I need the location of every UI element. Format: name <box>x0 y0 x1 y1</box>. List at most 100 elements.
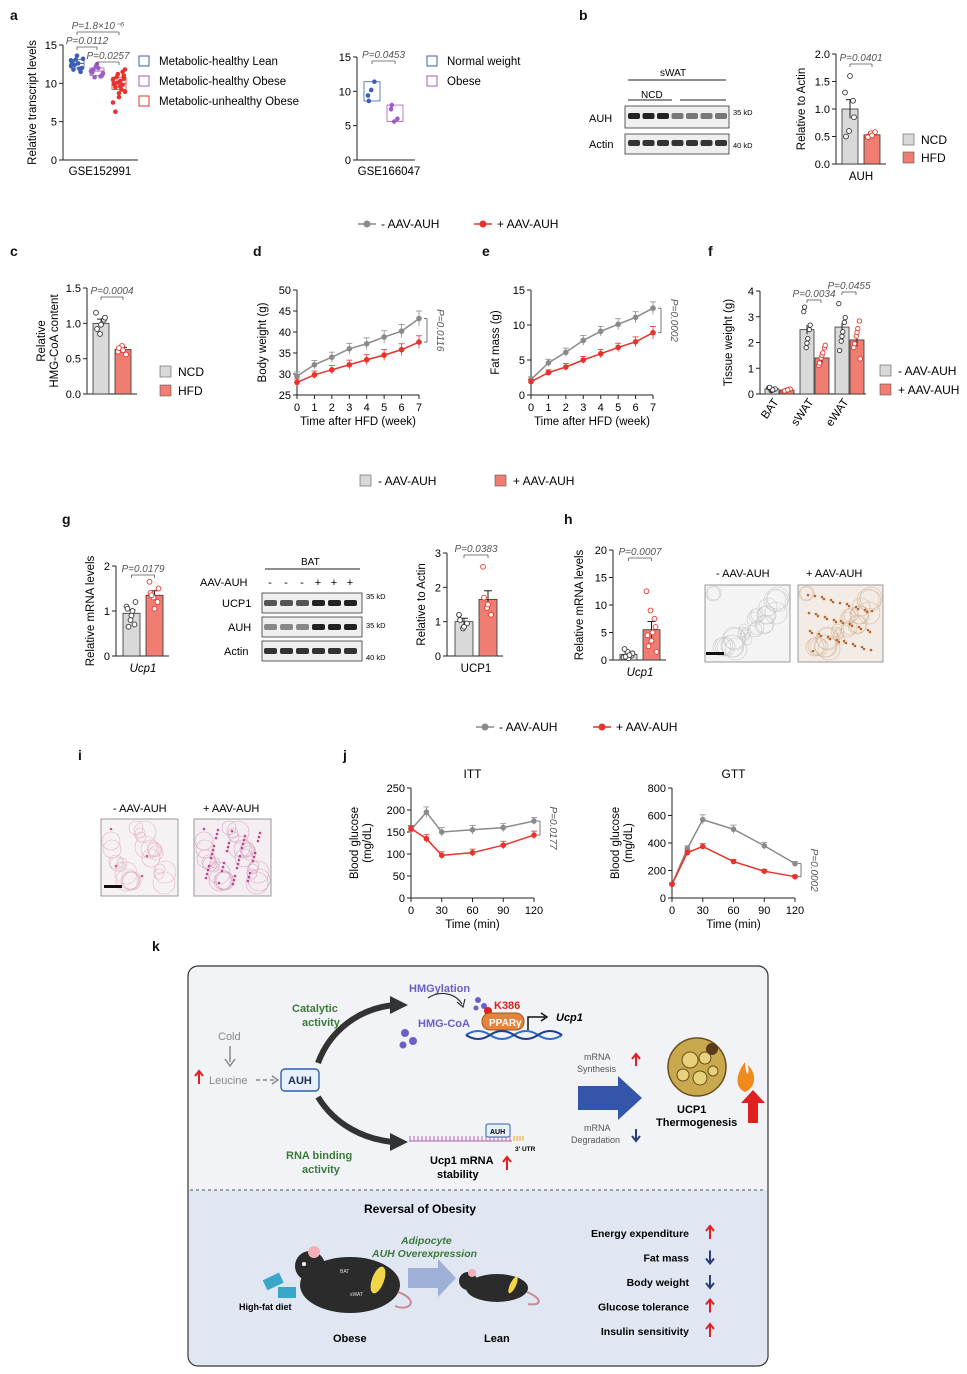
data-point <box>456 611 462 618</box>
stain-dot <box>236 862 240 866</box>
cell-outline <box>723 627 747 651</box>
blot-band <box>628 140 640 146</box>
y-tick-label: 600 <box>648 811 666 823</box>
data-point <box>408 825 414 832</box>
cell-outline <box>746 611 762 627</box>
bar-legend-minus-label: - AAV-AUH <box>378 474 436 488</box>
sch-cold: Cold <box>218 1031 241 1043</box>
stain-dot <box>235 866 239 870</box>
p-value-label: P=0.0455 <box>827 281 871 292</box>
y-tick-label: 0 <box>748 389 754 401</box>
y-tick-label: 0.0 <box>66 389 81 401</box>
cell-outline <box>196 849 216 869</box>
x-tick-label: 0 <box>528 402 534 414</box>
data-point <box>621 646 628 652</box>
stain-dot <box>862 647 866 651</box>
blot-band <box>328 648 341 654</box>
y-tick-label: 200 <box>387 805 405 817</box>
data-point <box>423 809 430 815</box>
stain-dot <box>825 617 829 621</box>
y-tick-label: 1.0 <box>815 104 830 116</box>
stain-dot <box>230 829 234 833</box>
blot-g-treat-label: AAV-AUH <box>200 577 248 589</box>
stain-dot <box>240 846 244 850</box>
data-point <box>563 364 569 370</box>
panel-letter-k: k <box>152 938 160 954</box>
y-axis-label: Blood glucose <box>610 807 622 879</box>
blot-band <box>686 113 698 119</box>
image-h-minus-label: - AAV-AUH <box>716 568 770 580</box>
panel-letter-g: g <box>62 511 71 527</box>
chart-c: 0.0 0.5 1.0 1.5 Relative HMG-CoA content P=0.0… <box>36 283 137 401</box>
flame-icon <box>737 1062 755 1092</box>
stain-dot <box>221 865 225 869</box>
data-point <box>836 300 842 307</box>
blot-band <box>280 648 293 654</box>
blot-band <box>671 113 684 119</box>
x-axis-label: GSE152991 <box>69 166 132 178</box>
sch-hmgcoa: HMG-CoA <box>418 1018 470 1030</box>
blot-g-sign: + <box>315 577 321 589</box>
sch-catalytic-1: Catalytic <box>292 1003 338 1015</box>
data-point <box>148 592 155 599</box>
box <box>363 81 381 102</box>
data-point <box>597 328 604 335</box>
y-tick-label: 20 <box>595 545 607 557</box>
data-point <box>461 623 467 630</box>
data-point <box>840 329 846 335</box>
data-point <box>128 612 135 619</box>
cell-outline <box>858 589 882 613</box>
stain-dot <box>238 854 242 858</box>
x-tick-label: 120 <box>525 905 543 917</box>
stain-dot <box>806 593 810 597</box>
sch-mrna-stab-2: stability <box>437 1169 479 1181</box>
sch-catalytic-2: activity <box>302 1017 341 1029</box>
x-axis-label: AUH <box>849 171 873 183</box>
data-point <box>528 378 534 385</box>
data-point <box>684 849 691 856</box>
blot-b-kd-1: 35 kD <box>733 108 753 117</box>
food-icon <box>262 1272 296 1298</box>
blot-b-row-actin: Actin <box>589 139 613 151</box>
data-point <box>488 611 494 618</box>
data-point <box>75 61 81 66</box>
data-point <box>846 128 852 134</box>
outcome-label: Insulin sensitivity <box>601 1326 689 1338</box>
y-tick-label: 0 <box>519 390 525 402</box>
series-line <box>296 341 420 384</box>
x-axis-label: Time after HFD (week) <box>534 416 650 428</box>
y-tick-label: 0 <box>399 893 405 905</box>
p-value-label: P=0.0177 <box>547 806 558 850</box>
data-point <box>851 114 857 121</box>
data-point <box>91 67 96 72</box>
cell-outline <box>763 588 787 612</box>
data-point <box>847 73 853 79</box>
x-tick-label: 4 <box>364 402 370 414</box>
stain-dot <box>841 621 845 625</box>
data-point <box>580 357 587 363</box>
data-point <box>346 346 353 352</box>
data-point <box>395 116 400 122</box>
y-tick-label: 0.5 <box>815 132 830 144</box>
sch-auh-small-box <box>485 1123 511 1138</box>
stain-dot <box>859 627 863 631</box>
data-point <box>102 314 108 321</box>
x-tick-label: 90 <box>758 905 770 917</box>
data-point <box>469 827 476 833</box>
bar-legend-mid: - AAV-AUH + AAV-AUH <box>359 474 574 488</box>
stain-dot <box>202 827 206 831</box>
stain-dot <box>848 622 852 626</box>
sch-ppar-box <box>481 1012 525 1031</box>
up-arrow-icon <box>502 1155 512 1170</box>
blot-b-kd-2: 40 kD <box>733 141 753 150</box>
big-up-arrow-icon <box>741 1090 765 1123</box>
p-value-label: P=0.0002 <box>808 849 819 893</box>
histology-image-i-minus <box>100 818 179 897</box>
y-tick-label: 1 <box>748 363 754 375</box>
stain-dot <box>214 836 218 840</box>
blot-g-sign: + <box>331 577 337 589</box>
p-value-label: P=0.0116 <box>434 309 445 352</box>
cell-outline <box>133 820 157 844</box>
stain-dot <box>217 881 221 885</box>
stain-dot <box>820 595 824 599</box>
